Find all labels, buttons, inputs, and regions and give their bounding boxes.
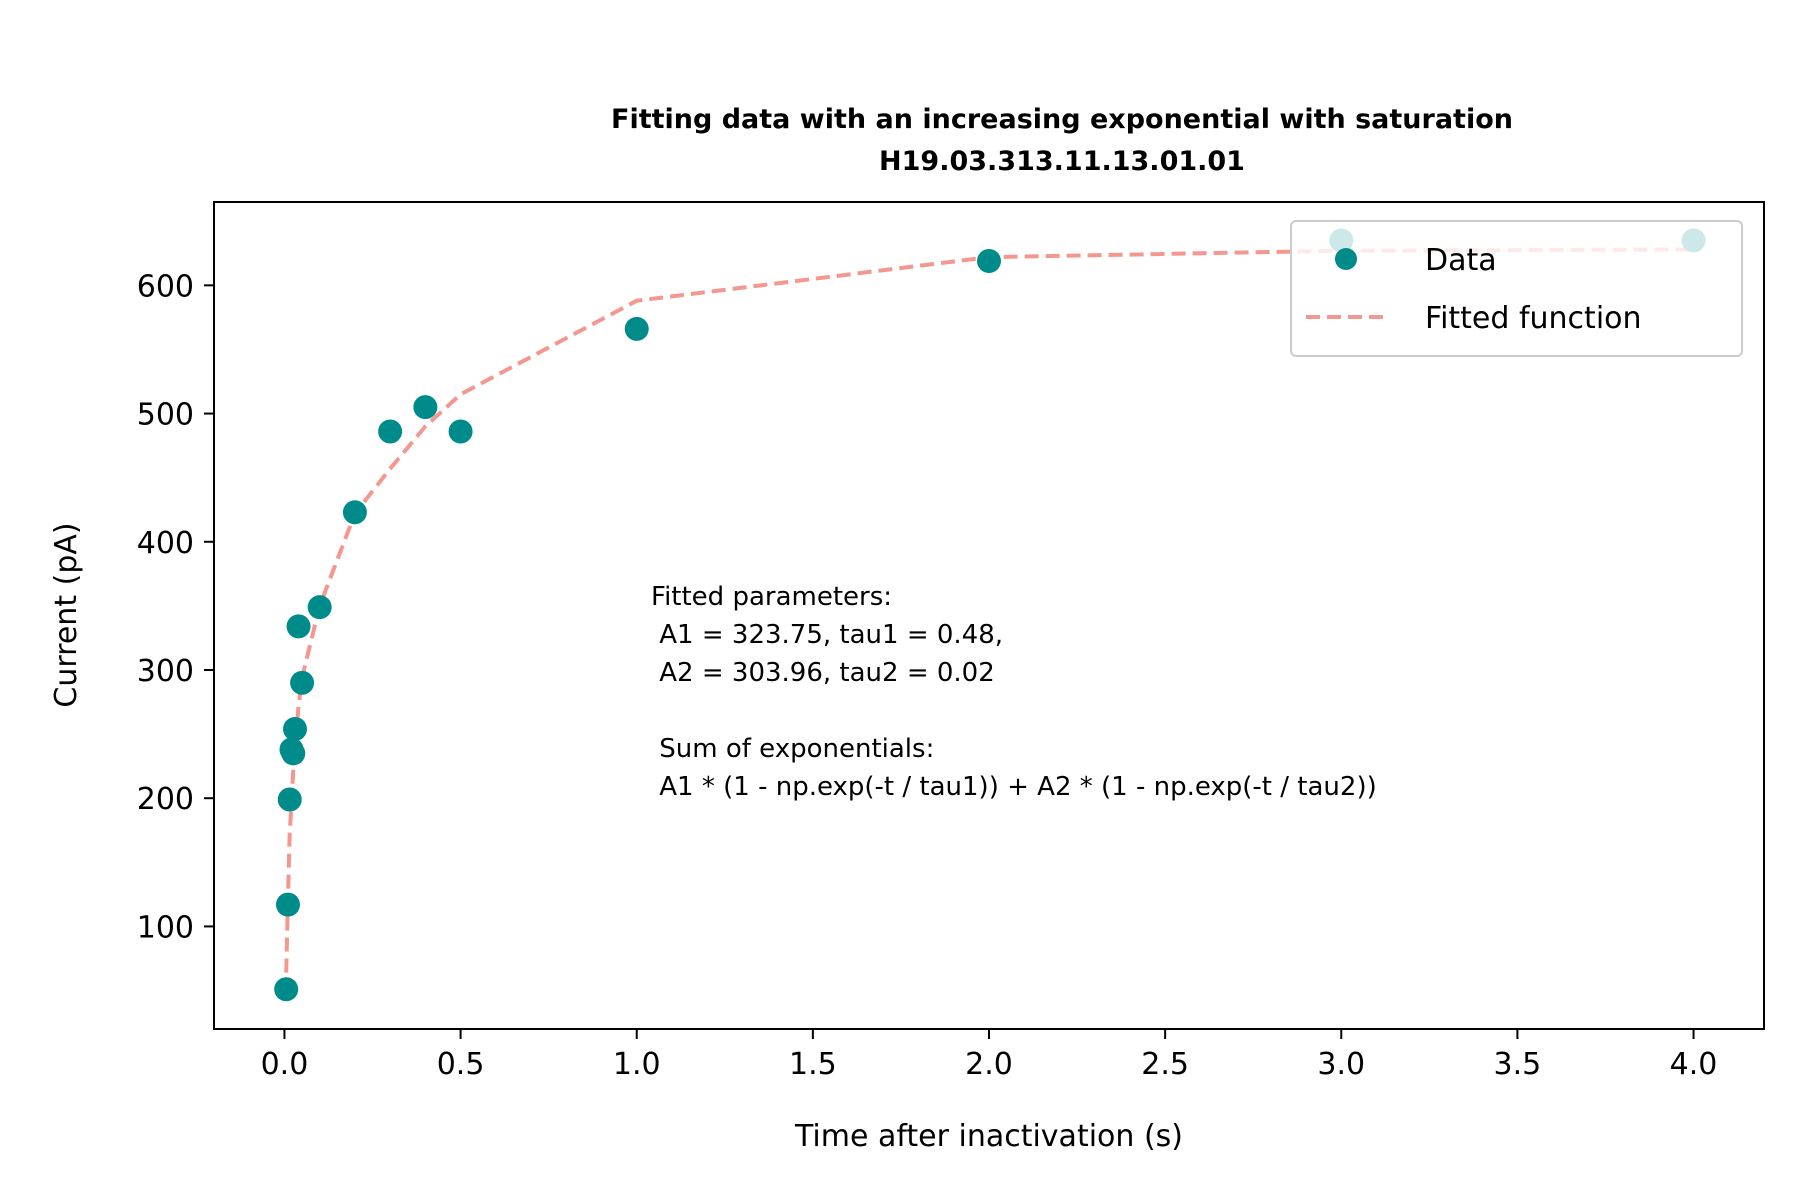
x-tick-label: 2.5 xyxy=(1141,1047,1189,1082)
y-tick-label: 400 xyxy=(137,526,194,561)
plot-area xyxy=(274,228,1706,1002)
legend-fit-label: Fitted function xyxy=(1425,301,1642,336)
x-tick-label: 1.0 xyxy=(613,1047,661,1082)
data-point xyxy=(342,500,367,525)
annotation-line: A1 = 323.75, tau1 = 0.48, xyxy=(651,620,1003,650)
fitted-function-line xyxy=(284,247,1694,973)
data-point xyxy=(307,595,332,620)
y-tick-label: 600 xyxy=(137,269,194,304)
y-tick-label: 200 xyxy=(137,782,194,817)
x-tick-label: 1.5 xyxy=(789,1047,837,1082)
legend-data-label: Data xyxy=(1425,243,1497,278)
x-axis-label: Time after inactivation (s) xyxy=(794,1119,1183,1154)
data-point xyxy=(281,741,306,766)
y-axis: 100 200 300 400 500 600 xyxy=(137,269,214,945)
data-point xyxy=(286,614,311,639)
y-tick-label: 500 xyxy=(137,398,194,433)
data-point xyxy=(413,395,438,420)
annotation-line: A2 = 303.96, tau2 = 0.02 xyxy=(651,658,995,688)
legend: Data Fitted function xyxy=(1290,220,1743,357)
annotation-line: Fitted parameters: xyxy=(651,582,892,612)
data-point xyxy=(274,977,299,1002)
data-point xyxy=(283,716,308,741)
chart-title: Fitting data with an increasing exponent… xyxy=(611,104,1513,135)
x-tick-label: 3.5 xyxy=(1494,1047,1542,1082)
y-tick-label: 300 xyxy=(137,654,194,689)
annotation-line: A1 * (1 - np.exp(-t / tau1)) + A2 * (1 -… xyxy=(651,772,1377,802)
data-point xyxy=(290,670,315,695)
data-point xyxy=(624,316,649,341)
chart-subtitle: H19.03.313.11.13.01.01 xyxy=(879,146,1245,177)
legend-frame xyxy=(1290,220,1743,357)
data-point xyxy=(275,892,300,917)
data-point xyxy=(277,787,302,812)
data-point xyxy=(448,419,473,444)
y-axis-label: Current (pA) xyxy=(49,522,84,707)
legend-data-marker xyxy=(1335,248,1357,270)
data-point xyxy=(977,248,1001,273)
data-point xyxy=(378,419,403,444)
x-tick-label: 4.0 xyxy=(1670,1047,1718,1082)
x-tick-label: 3.0 xyxy=(1317,1047,1365,1082)
x-tick-label: 0.5 xyxy=(437,1047,485,1082)
x-tick-label: 0.0 xyxy=(261,1047,309,1082)
x-axis: 0.0 0.5 1.0 1.5 2.0 2.5 3.0 3.5 4.0 xyxy=(261,1029,1718,1082)
y-tick-label: 100 xyxy=(137,910,194,945)
annotation-line: Sum of exponentials: xyxy=(651,734,934,764)
x-tick-label: 2.0 xyxy=(965,1047,1013,1082)
fit-annotation: Fitted parameters: A1 = 323.75, tau1 = 0… xyxy=(651,582,1377,802)
